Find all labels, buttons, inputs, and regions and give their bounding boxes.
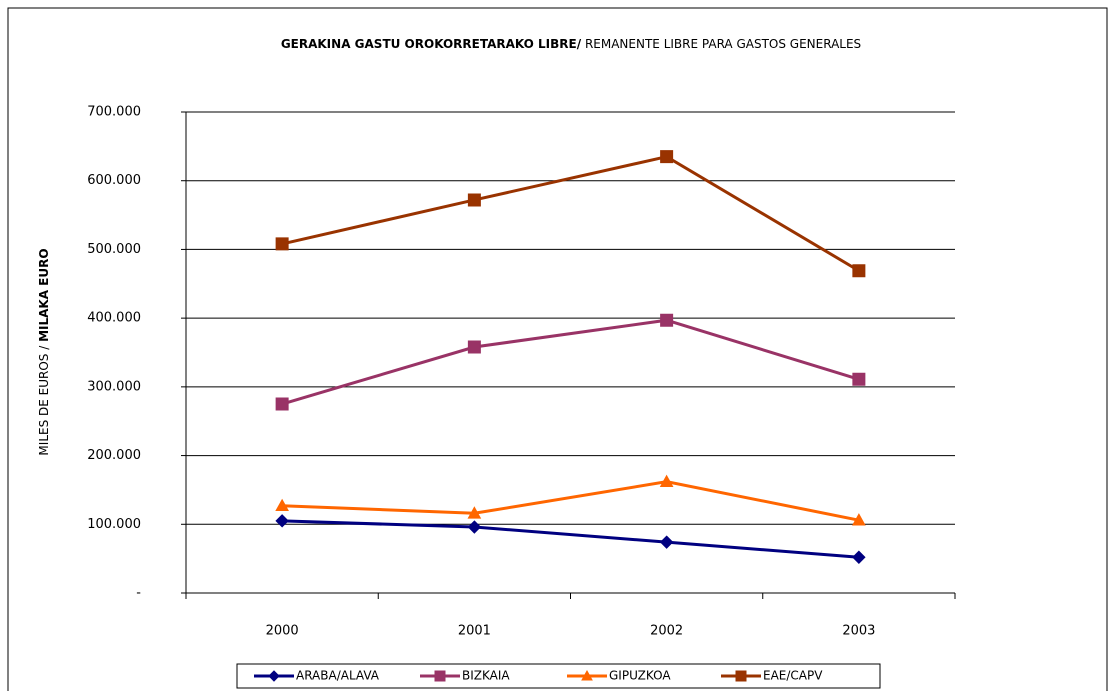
x-tick-label: 2003 bbox=[842, 624, 875, 639]
marker bbox=[660, 150, 674, 164]
series-line bbox=[282, 480, 860, 522]
y-tick-label: 100.000 bbox=[87, 517, 141, 532]
marker bbox=[268, 670, 280, 682]
y-tick-label: 500.000 bbox=[87, 242, 141, 257]
legend-label: GIPUZKOA bbox=[609, 669, 671, 683]
title-regular: REMANENTE LIBRE PARA GASTOS GENERALES bbox=[585, 37, 861, 51]
marker bbox=[659, 535, 674, 549]
series-line bbox=[281, 318, 860, 406]
marker bbox=[852, 550, 866, 564]
legend-label: BIZKAIA bbox=[462, 669, 510, 683]
y-tick-label: 400.000 bbox=[87, 311, 141, 326]
y-label-regular: MILES DE EUROS / bbox=[37, 342, 51, 456]
legend-box bbox=[236, 663, 881, 689]
y-tick-label: 300.000 bbox=[87, 379, 141, 394]
y-tick-label: 600.000 bbox=[87, 173, 141, 188]
marker bbox=[275, 237, 289, 251]
marker bbox=[467, 520, 482, 534]
marker bbox=[434, 670, 446, 682]
marker bbox=[852, 513, 866, 526]
y-tick-label: - bbox=[136, 586, 141, 601]
y-tick-label: 700.000 bbox=[87, 105, 141, 120]
marker bbox=[467, 193, 481, 207]
x-tick-label: 2002 bbox=[650, 624, 683, 639]
marker bbox=[735, 670, 747, 682]
marker bbox=[275, 498, 289, 512]
marker bbox=[659, 474, 674, 487]
title-bold: GERAKINA GASTU OROKORRETARAKO LIBRE/ bbox=[281, 37, 582, 51]
legend-label: EAE/CAPV bbox=[763, 669, 823, 683]
x-tick-label: 2000 bbox=[266, 624, 299, 639]
legend-label: ARABA/ALAVA bbox=[296, 669, 380, 683]
marker bbox=[852, 264, 866, 278]
x-tick-label: 2001 bbox=[458, 624, 491, 639]
marker bbox=[467, 506, 482, 519]
marker bbox=[467, 340, 481, 354]
chart-border bbox=[7, 7, 1108, 691]
y-tick-label: 200.000 bbox=[87, 448, 141, 463]
marker bbox=[852, 372, 866, 386]
marker bbox=[275, 397, 289, 411]
marker bbox=[660, 313, 674, 327]
chart-title: GERAKINA GASTU OROKORRETARAKO LIBRE/ REM… bbox=[281, 37, 861, 51]
marker bbox=[581, 669, 593, 681]
marker bbox=[275, 514, 289, 528]
series-line bbox=[282, 519, 859, 559]
series-line bbox=[281, 155, 860, 273]
y-label-bold: MILAKA EURO bbox=[37, 248, 51, 342]
y-axis-label: MILES DE EUROS / MILAKA EURO bbox=[37, 248, 51, 455]
